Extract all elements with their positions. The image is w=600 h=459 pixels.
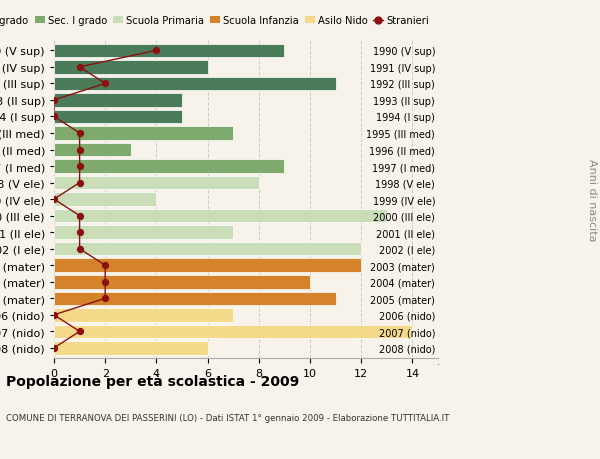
Point xyxy=(100,80,110,88)
Point xyxy=(75,246,85,253)
Point xyxy=(75,229,85,236)
Point xyxy=(100,262,110,269)
Bar xyxy=(54,176,259,190)
Point xyxy=(75,213,85,220)
Text: Popolazione per età scolastica - 2009: Popolazione per età scolastica - 2009 xyxy=(6,374,299,389)
Text: Anni di nascita: Anni di nascita xyxy=(587,158,597,241)
Bar xyxy=(54,292,335,305)
Bar xyxy=(54,61,208,74)
Point xyxy=(75,328,85,335)
Point xyxy=(49,113,59,121)
Bar xyxy=(54,226,233,240)
Bar xyxy=(54,242,361,256)
Bar xyxy=(54,275,310,289)
Point xyxy=(152,48,161,55)
Bar xyxy=(54,78,335,91)
Bar xyxy=(54,209,387,223)
Bar xyxy=(54,45,284,58)
Bar xyxy=(54,160,284,174)
Bar xyxy=(54,308,233,322)
Point xyxy=(49,97,59,104)
Text: COMUNE DI TERRANOVA DEI PASSERINI (LO) - Dati ISTAT 1° gennaio 2009 - Elaborazio: COMUNE DI TERRANOVA DEI PASSERINI (LO) -… xyxy=(6,413,449,422)
Point xyxy=(75,130,85,137)
Legend: Sec. II grado, Sec. I grado, Scuola Primaria, Scuola Infanzia, Asilo Nido, Stran: Sec. II grado, Sec. I grado, Scuola Prim… xyxy=(0,12,433,30)
Bar xyxy=(54,193,157,207)
Point xyxy=(100,279,110,286)
Bar xyxy=(54,341,208,355)
Point xyxy=(75,146,85,154)
Point xyxy=(75,64,85,72)
Bar xyxy=(54,259,361,272)
Bar xyxy=(54,325,412,338)
Point xyxy=(49,196,59,203)
Point xyxy=(49,312,59,319)
Point xyxy=(49,344,59,352)
Bar xyxy=(54,127,233,140)
Point xyxy=(75,179,85,187)
Point xyxy=(75,163,85,170)
Bar xyxy=(54,143,131,157)
Bar xyxy=(54,111,182,124)
Point xyxy=(100,295,110,302)
Bar xyxy=(54,94,182,107)
